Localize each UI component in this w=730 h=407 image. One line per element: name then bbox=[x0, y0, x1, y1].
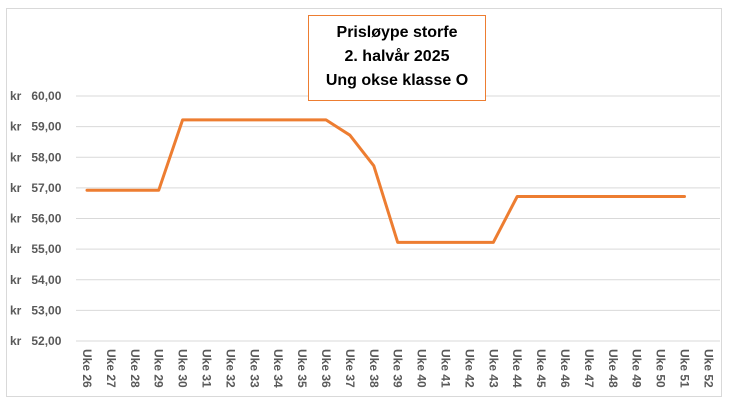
x-tick-label: Uke 31 bbox=[200, 349, 214, 388]
x-tick-label: Uke 52 bbox=[701, 349, 715, 388]
x-tick-label: Uke 28 bbox=[128, 349, 142, 388]
y-tick-label: kr 54,00 bbox=[10, 273, 62, 287]
x-tick-label: Uke 51 bbox=[678, 349, 692, 388]
x-tick-label: Uke 33 bbox=[247, 349, 261, 388]
y-tick-label: kr 60,00 bbox=[10, 89, 62, 103]
y-tick-label: kr 55,00 bbox=[10, 242, 62, 256]
x-tick-label: Uke 27 bbox=[104, 349, 118, 388]
x-tick-label: Uke 42 bbox=[462, 349, 476, 388]
y-tick-label: kr 52,00 bbox=[10, 334, 62, 348]
x-tick-label: Uke 50 bbox=[654, 349, 668, 388]
title-line-2: 2. halvår 2025 bbox=[344, 48, 450, 65]
title-line-1: Prisløype storfe bbox=[336, 24, 458, 41]
x-tick-label: Uke 47 bbox=[582, 349, 596, 388]
x-tick-label: Uke 34 bbox=[271, 349, 285, 388]
x-tick-label: Uke 40 bbox=[415, 349, 429, 388]
x-axis-ticks: Uke 26 Uke 27 Uke 28 Uke 29 Uke 30 Uke 31 Uke … bbox=[80, 349, 715, 388]
x-tick-label: Uke 38 bbox=[367, 349, 381, 388]
y-tick-label: kr 58,00 bbox=[10, 150, 62, 164]
x-tick-label: Uke 29 bbox=[152, 349, 166, 388]
y-tick-label: kr 53,00 bbox=[10, 303, 62, 317]
x-tick-label: Uke 45 bbox=[534, 349, 548, 388]
y-tick-label: kr 59,00 bbox=[10, 120, 62, 134]
x-tick-label: Uke 46 bbox=[558, 349, 572, 388]
series-layer bbox=[85, 118, 686, 244]
x-tick-label: Uke 30 bbox=[176, 349, 190, 388]
x-tick-label: Uke 39 bbox=[391, 349, 405, 388]
x-tick-label: Uke 48 bbox=[606, 349, 620, 388]
y-tick-label: kr 56,00 bbox=[10, 212, 62, 226]
x-tick-label: Uke 35 bbox=[295, 349, 309, 388]
y-axis-ticks: kr 52,00 kr 53,00 kr 54,00 kr 55,00 kr 56,00… bbox=[10, 89, 62, 348]
series-line bbox=[85, 118, 686, 244]
x-tick-label: Uke 32 bbox=[223, 349, 237, 388]
x-tick-label: Uke 37 bbox=[343, 349, 357, 388]
x-tick-label: Uke 43 bbox=[486, 349, 500, 388]
chart-title: Prisløype storfe 2. halvår 2025 Ung okse… bbox=[308, 15, 486, 101]
x-tick-label: Uke 44 bbox=[510, 349, 524, 388]
x-tick-label: Uke 49 bbox=[630, 349, 644, 388]
y-tick-label: kr 57,00 bbox=[10, 181, 62, 195]
x-tick-label: Uke 26 bbox=[80, 349, 94, 388]
title-line-3: Ung okse klasse O bbox=[325, 72, 469, 89]
gridlines bbox=[76, 95, 720, 342]
x-tick-label: Uke 41 bbox=[439, 349, 453, 388]
x-tick-label: Uke 36 bbox=[319, 349, 333, 388]
